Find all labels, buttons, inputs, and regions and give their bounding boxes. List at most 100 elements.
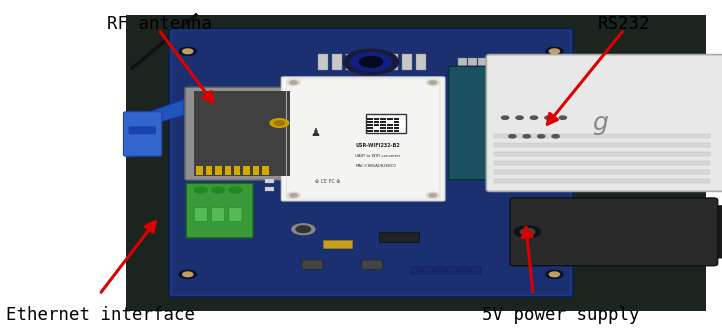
FancyBboxPatch shape	[495, 161, 710, 165]
FancyBboxPatch shape	[234, 166, 240, 175]
FancyBboxPatch shape	[495, 179, 710, 183]
FancyBboxPatch shape	[196, 166, 203, 175]
FancyBboxPatch shape	[435, 267, 445, 274]
FancyBboxPatch shape	[194, 207, 207, 221]
FancyBboxPatch shape	[495, 152, 710, 156]
Text: MAC:C8B5AD826BC0: MAC:C8B5AD826BC0	[355, 164, 396, 168]
Circle shape	[194, 187, 207, 193]
FancyBboxPatch shape	[387, 118, 393, 120]
FancyBboxPatch shape	[387, 127, 393, 129]
FancyBboxPatch shape	[380, 118, 386, 120]
FancyBboxPatch shape	[266, 128, 274, 132]
Circle shape	[292, 224, 315, 234]
FancyBboxPatch shape	[495, 143, 710, 147]
FancyBboxPatch shape	[212, 207, 225, 221]
FancyBboxPatch shape	[458, 58, 467, 71]
FancyBboxPatch shape	[193, 91, 290, 176]
FancyBboxPatch shape	[367, 118, 373, 120]
FancyBboxPatch shape	[374, 130, 379, 133]
FancyBboxPatch shape	[393, 118, 399, 120]
FancyBboxPatch shape	[387, 130, 393, 133]
FancyBboxPatch shape	[266, 103, 274, 107]
FancyBboxPatch shape	[346, 53, 356, 70]
FancyBboxPatch shape	[185, 87, 298, 180]
Circle shape	[296, 226, 310, 232]
FancyBboxPatch shape	[332, 53, 342, 70]
FancyBboxPatch shape	[126, 15, 706, 311]
FancyBboxPatch shape	[266, 187, 274, 191]
FancyBboxPatch shape	[266, 170, 274, 174]
Circle shape	[270, 119, 289, 127]
Text: UART to WIFI converter: UART to WIFI converter	[355, 154, 401, 158]
Circle shape	[290, 194, 297, 197]
FancyBboxPatch shape	[393, 130, 399, 133]
FancyBboxPatch shape	[243, 166, 250, 175]
FancyBboxPatch shape	[393, 127, 399, 129]
Circle shape	[212, 187, 225, 193]
Circle shape	[183, 49, 193, 54]
FancyBboxPatch shape	[206, 166, 212, 175]
FancyBboxPatch shape	[360, 53, 370, 70]
FancyBboxPatch shape	[387, 124, 393, 126]
FancyBboxPatch shape	[266, 94, 274, 98]
FancyBboxPatch shape	[129, 126, 156, 134]
Text: Ethernet interface: Ethernet interface	[6, 306, 195, 324]
FancyBboxPatch shape	[367, 121, 373, 123]
Circle shape	[545, 116, 552, 119]
Circle shape	[360, 56, 383, 67]
Circle shape	[290, 81, 297, 84]
FancyBboxPatch shape	[380, 127, 386, 129]
FancyBboxPatch shape	[318, 53, 329, 70]
FancyBboxPatch shape	[266, 136, 274, 140]
FancyBboxPatch shape	[302, 260, 323, 270]
Text: USR-WIFI232-B2: USR-WIFI232-B2	[355, 143, 400, 148]
Circle shape	[509, 135, 516, 138]
FancyBboxPatch shape	[402, 53, 412, 70]
Text: RS232: RS232	[598, 15, 651, 33]
FancyBboxPatch shape	[323, 240, 352, 248]
Circle shape	[502, 116, 509, 119]
Circle shape	[287, 192, 300, 198]
Circle shape	[229, 187, 242, 193]
FancyBboxPatch shape	[411, 267, 421, 274]
FancyBboxPatch shape	[388, 53, 398, 70]
FancyBboxPatch shape	[367, 130, 373, 133]
Circle shape	[429, 194, 436, 197]
Circle shape	[426, 79, 439, 86]
FancyBboxPatch shape	[362, 260, 383, 270]
Circle shape	[183, 272, 193, 277]
Circle shape	[426, 192, 439, 198]
Circle shape	[523, 135, 531, 138]
Circle shape	[549, 272, 560, 277]
Circle shape	[274, 121, 284, 125]
FancyBboxPatch shape	[478, 58, 487, 71]
FancyBboxPatch shape	[374, 121, 379, 123]
FancyBboxPatch shape	[374, 124, 379, 126]
FancyBboxPatch shape	[374, 53, 384, 70]
FancyBboxPatch shape	[495, 134, 710, 138]
FancyBboxPatch shape	[169, 29, 573, 297]
FancyBboxPatch shape	[367, 127, 373, 129]
FancyBboxPatch shape	[262, 166, 269, 175]
FancyBboxPatch shape	[448, 66, 565, 180]
FancyBboxPatch shape	[704, 206, 722, 258]
Text: 5V power supply: 5V power supply	[482, 306, 640, 324]
FancyBboxPatch shape	[253, 166, 259, 175]
FancyBboxPatch shape	[447, 267, 457, 274]
FancyBboxPatch shape	[266, 111, 274, 115]
FancyBboxPatch shape	[282, 77, 445, 201]
FancyBboxPatch shape	[229, 207, 242, 221]
Circle shape	[549, 49, 560, 54]
FancyBboxPatch shape	[380, 130, 386, 133]
Polygon shape	[126, 99, 184, 158]
Circle shape	[538, 135, 545, 138]
FancyBboxPatch shape	[487, 54, 722, 191]
Circle shape	[521, 228, 535, 235]
FancyBboxPatch shape	[468, 58, 477, 71]
FancyBboxPatch shape	[423, 267, 433, 274]
FancyBboxPatch shape	[366, 115, 406, 133]
Text: RF antenna: RF antenna	[107, 15, 212, 33]
Text: ⊕ CE FC ⊕: ⊕ CE FC ⊕	[316, 179, 341, 184]
FancyBboxPatch shape	[380, 124, 386, 126]
Circle shape	[344, 49, 399, 74]
